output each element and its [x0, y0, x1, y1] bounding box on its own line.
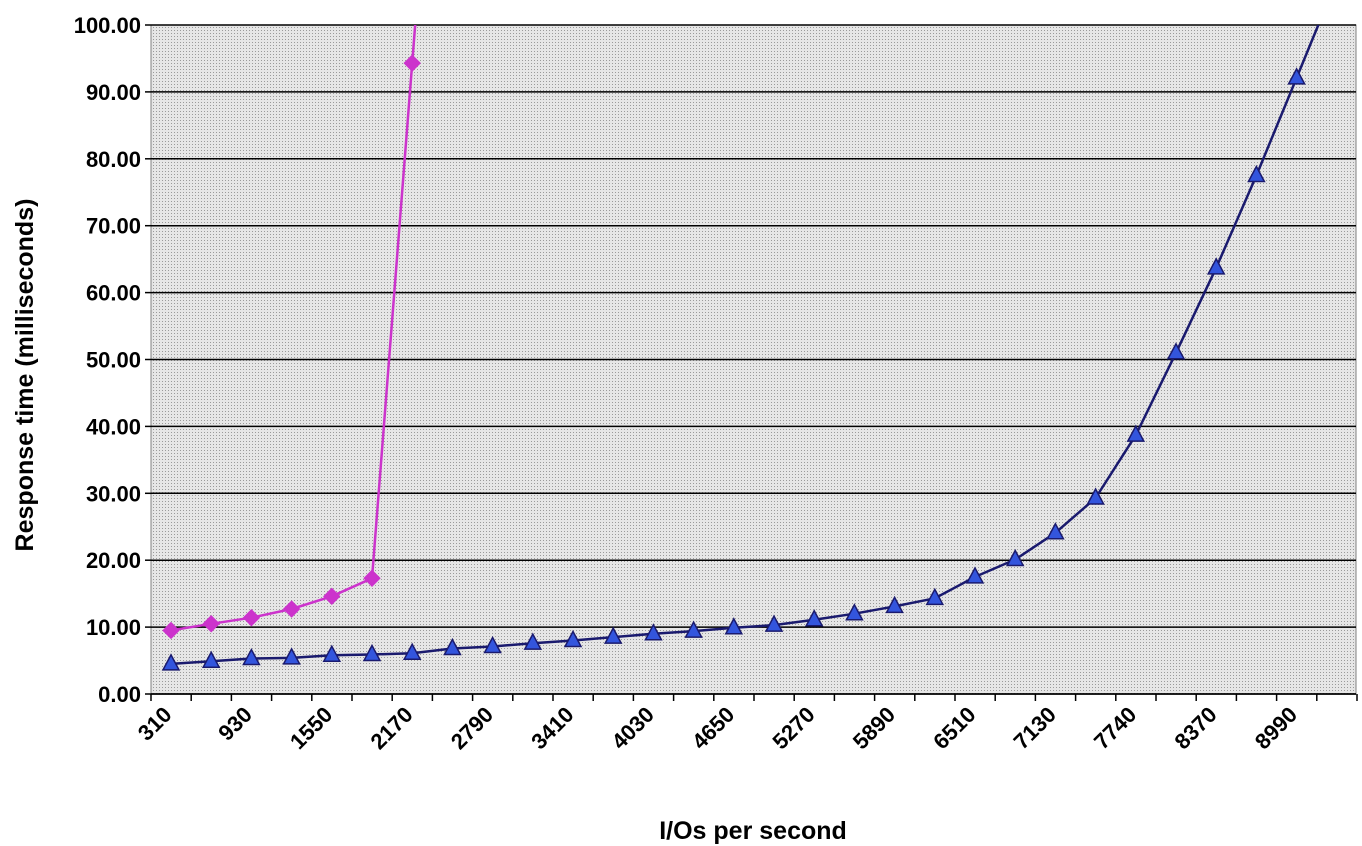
data-point-triangle	[764, 614, 784, 632]
data-point-triangle	[362, 643, 382, 662]
data-point-triangle	[1086, 487, 1105, 505]
data-point-triangle	[1126, 424, 1146, 442]
data-point-triangle	[282, 647, 301, 665]
y-tick-label: 20.00	[86, 548, 141, 573]
x-tick-label: 8990	[1250, 702, 1302, 754]
data-point-triangle	[201, 650, 221, 668]
data-point-triangle	[1247, 164, 1266, 183]
y-tick-label: 50.00	[86, 348, 141, 373]
y-tick-label: 0.00	[98, 682, 141, 707]
data-point-diamond	[202, 615, 220, 633]
y-tick-label: 30.00	[86, 481, 141, 506]
y-tick-label: 90.00	[86, 80, 141, 105]
data-point-triangle	[845, 603, 864, 621]
data-point-diamond	[282, 600, 301, 618]
data-point-triangle	[885, 595, 904, 614]
x-tick-label: 3410	[526, 702, 578, 754]
y-tick-label: 60.00	[86, 281, 141, 306]
x-tick-label: 5270	[767, 702, 819, 754]
x-tick-label: 930	[213, 702, 257, 746]
data-point-diamond	[363, 569, 381, 587]
x-tick-label: 2170	[365, 702, 417, 754]
y-axis-ticks: 0.00 10.00 20.00 30.00 40.00 50.00 60.00 70.00 8…	[74, 13, 151, 707]
data-point-triangle	[644, 623, 663, 641]
data-point-triangle	[322, 644, 342, 662]
data-point-diamond	[242, 609, 261, 627]
data-point-triangle	[1046, 522, 1065, 540]
x-tick-label: 310	[133, 702, 177, 746]
x-tick-label: 6510	[928, 702, 980, 754]
y-tick-label: 70.00	[86, 214, 141, 239]
data-point-triangle	[1166, 342, 1186, 360]
series-line-1	[170, 25, 1320, 666]
x-tick-label: 2790	[446, 702, 498, 754]
data-point-triangle	[724, 617, 744, 635]
data-point-triangle	[1287, 67, 1306, 85]
data-point-triangle	[242, 647, 261, 666]
y-tick-label: 80.00	[86, 147, 141, 172]
data-point-triangle	[161, 653, 181, 671]
x-tick-label: 5890	[848, 702, 900, 754]
data-point-triangle	[603, 626, 623, 644]
x-tick-label: 8370	[1169, 702, 1221, 754]
data-point-triangle	[443, 637, 462, 656]
data-point-triangle	[925, 587, 945, 606]
x-tick-label: 7130	[1009, 702, 1061, 754]
markers-layer	[161, 54, 1306, 671]
data-point-diamond	[403, 54, 421, 72]
data-point-diamond	[323, 587, 341, 606]
y-axis-label: Response time (milliseconds)	[11, 199, 39, 552]
data-point-triangle	[965, 566, 985, 584]
y-tick-label: 10.00	[86, 615, 141, 640]
data-point-triangle	[1005, 548, 1025, 567]
y-tick-label: 40.00	[86, 414, 141, 439]
data-point-triangle	[684, 620, 703, 638]
x-axis-ticks: 310 930 1550 2170 2790 3410 4030 4650 5270 5890 65…	[133, 694, 1358, 754]
x-tick-label: 4650	[687, 702, 739, 754]
data-point-diamond	[162, 621, 180, 640]
x-tick-label: 1550	[285, 702, 337, 754]
data-point-triangle	[804, 609, 824, 627]
x-tick-label: 4030	[607, 702, 659, 754]
data-point-triangle	[402, 642, 422, 660]
data-point-triangle	[1206, 257, 1226, 275]
data-point-triangle	[523, 632, 543, 650]
data-point-triangle	[563, 629, 583, 648]
x-tick-label: 7740	[1089, 702, 1141, 754]
x-axis-label: I/Os per second	[659, 817, 847, 845]
y-tick-label: 100.00	[74, 13, 141, 38]
data-point-triangle	[483, 635, 502, 654]
